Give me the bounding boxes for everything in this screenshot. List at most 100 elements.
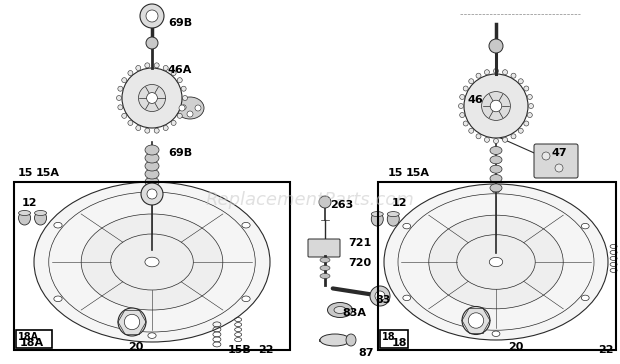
Circle shape: [124, 314, 140, 330]
Ellipse shape: [242, 296, 250, 302]
Ellipse shape: [492, 331, 500, 336]
Bar: [16, 330, 52, 348]
Ellipse shape: [145, 153, 159, 163]
Text: 12: 12: [392, 198, 407, 208]
Ellipse shape: [320, 273, 330, 278]
Circle shape: [490, 100, 502, 112]
Circle shape: [503, 137, 508, 142]
Circle shape: [136, 66, 141, 71]
Circle shape: [319, 196, 331, 208]
Circle shape: [527, 94, 533, 99]
Circle shape: [555, 164, 563, 172]
Bar: [380, 330, 408, 348]
Ellipse shape: [490, 165, 502, 173]
Ellipse shape: [582, 223, 589, 229]
Text: 720: 720: [348, 258, 371, 268]
Circle shape: [528, 103, 533, 108]
Ellipse shape: [429, 215, 563, 309]
Circle shape: [181, 105, 186, 110]
Text: 87: 87: [358, 348, 373, 358]
Ellipse shape: [334, 306, 346, 313]
Circle shape: [179, 105, 185, 111]
Circle shape: [375, 291, 385, 301]
Ellipse shape: [490, 175, 502, 182]
Circle shape: [459, 112, 465, 118]
Ellipse shape: [489, 39, 503, 53]
Circle shape: [468, 313, 484, 328]
Text: 22: 22: [258, 345, 273, 355]
Ellipse shape: [384, 184, 608, 340]
Circle shape: [118, 86, 123, 91]
Text: 15A: 15A: [36, 168, 60, 178]
Text: 18A: 18A: [18, 332, 39, 342]
Circle shape: [146, 10, 158, 22]
Circle shape: [117, 95, 122, 100]
Circle shape: [484, 137, 489, 142]
Circle shape: [145, 128, 150, 133]
Ellipse shape: [403, 223, 410, 229]
Circle shape: [511, 73, 516, 78]
Circle shape: [181, 86, 186, 91]
Circle shape: [182, 95, 187, 100]
Circle shape: [464, 74, 528, 138]
Ellipse shape: [490, 146, 502, 154]
Ellipse shape: [320, 265, 330, 270]
Ellipse shape: [489, 257, 503, 267]
Ellipse shape: [145, 169, 159, 179]
Ellipse shape: [19, 211, 30, 225]
Circle shape: [463, 86, 468, 91]
Circle shape: [147, 189, 157, 199]
Circle shape: [476, 73, 481, 78]
Circle shape: [494, 68, 498, 74]
Ellipse shape: [145, 257, 159, 267]
Text: 15: 15: [18, 168, 33, 178]
Ellipse shape: [34, 182, 270, 342]
Bar: [14, 182, 290, 350]
Text: 263: 263: [330, 200, 353, 210]
Ellipse shape: [145, 177, 159, 187]
Ellipse shape: [54, 222, 62, 228]
Circle shape: [511, 134, 516, 139]
Circle shape: [518, 79, 523, 84]
Circle shape: [370, 286, 390, 306]
FancyBboxPatch shape: [534, 144, 578, 178]
Circle shape: [136, 126, 141, 131]
FancyBboxPatch shape: [308, 239, 340, 257]
Text: 15A: 15A: [406, 168, 430, 178]
Text: 46A: 46A: [168, 65, 192, 75]
Circle shape: [118, 308, 146, 336]
Ellipse shape: [582, 295, 589, 301]
Ellipse shape: [19, 210, 30, 215]
Circle shape: [171, 71, 176, 76]
Ellipse shape: [148, 186, 156, 191]
Text: 18: 18: [392, 338, 407, 348]
Text: ReplacementParts.com: ReplacementParts.com: [206, 191, 414, 209]
Circle shape: [503, 70, 508, 75]
Text: 18: 18: [382, 332, 396, 342]
Ellipse shape: [320, 334, 350, 346]
Circle shape: [177, 113, 182, 118]
Text: 12: 12: [22, 198, 37, 208]
Text: 721: 721: [348, 238, 371, 248]
Ellipse shape: [346, 334, 356, 346]
Ellipse shape: [388, 212, 399, 226]
Text: 69B: 69B: [168, 148, 192, 158]
Circle shape: [542, 152, 550, 160]
Ellipse shape: [490, 156, 502, 164]
Circle shape: [527, 112, 533, 118]
Text: 15B: 15B: [228, 345, 252, 355]
Text: 69B: 69B: [168, 18, 192, 28]
Circle shape: [494, 138, 498, 143]
Circle shape: [484, 70, 489, 75]
Bar: [378, 182, 616, 350]
Circle shape: [476, 134, 481, 139]
Text: 18A: 18A: [20, 338, 44, 348]
Circle shape: [145, 63, 150, 68]
Circle shape: [524, 121, 529, 126]
Ellipse shape: [403, 295, 410, 301]
Circle shape: [469, 128, 474, 133]
Ellipse shape: [81, 214, 223, 310]
Text: 22: 22: [598, 345, 614, 355]
Ellipse shape: [327, 302, 353, 317]
Ellipse shape: [388, 211, 399, 217]
